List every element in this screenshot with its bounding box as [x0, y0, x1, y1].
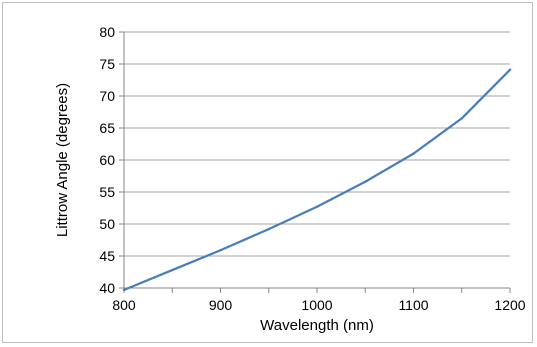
y-tick-label-70: 70	[99, 88, 115, 104]
axes	[119, 31, 511, 293]
data-point	[122, 288, 126, 292]
x-tick-label-800: 800	[112, 297, 136, 313]
x-axis-title: Wavelength (nm)	[260, 317, 374, 334]
y-tick-label-55: 55	[99, 184, 115, 200]
x-tick-label-900: 900	[209, 297, 233, 313]
y-tick-label-40: 40	[99, 280, 115, 296]
x-tick-label-1200: 1200	[494, 297, 525, 313]
x-tick-label-1100: 1100	[398, 297, 428, 313]
data-point	[364, 180, 367, 183]
data-point	[460, 117, 463, 120]
y-tick-label-50: 50	[99, 216, 115, 232]
data-point	[171, 268, 174, 272]
gridlines	[124, 31, 510, 257]
data-point	[508, 68, 512, 71]
y-axis-title: Littrow Angle (degrees)	[54, 83, 71, 237]
y-tick-label-75: 75	[99, 56, 115, 72]
data-point	[219, 249, 222, 252]
y-tick-label-80: 80	[99, 24, 115, 40]
x-tick-label-1000: 1000	[301, 297, 332, 313]
data-point	[412, 152, 415, 155]
series-layer	[122, 68, 512, 292]
chart-frame	[2, 2, 533, 343]
data-point	[315, 205, 319, 208]
y-tick-label-45: 45	[99, 248, 115, 264]
data-point	[267, 227, 270, 231]
series-line-0	[122, 68, 512, 292]
y-tick-label-60: 60	[99, 152, 115, 168]
tick-labels: 40 45 50 55 60 65 70 75 80 800 900 1000 1100 1200	[99, 24, 525, 313]
y-tick-label-65: 65	[99, 120, 115, 136]
